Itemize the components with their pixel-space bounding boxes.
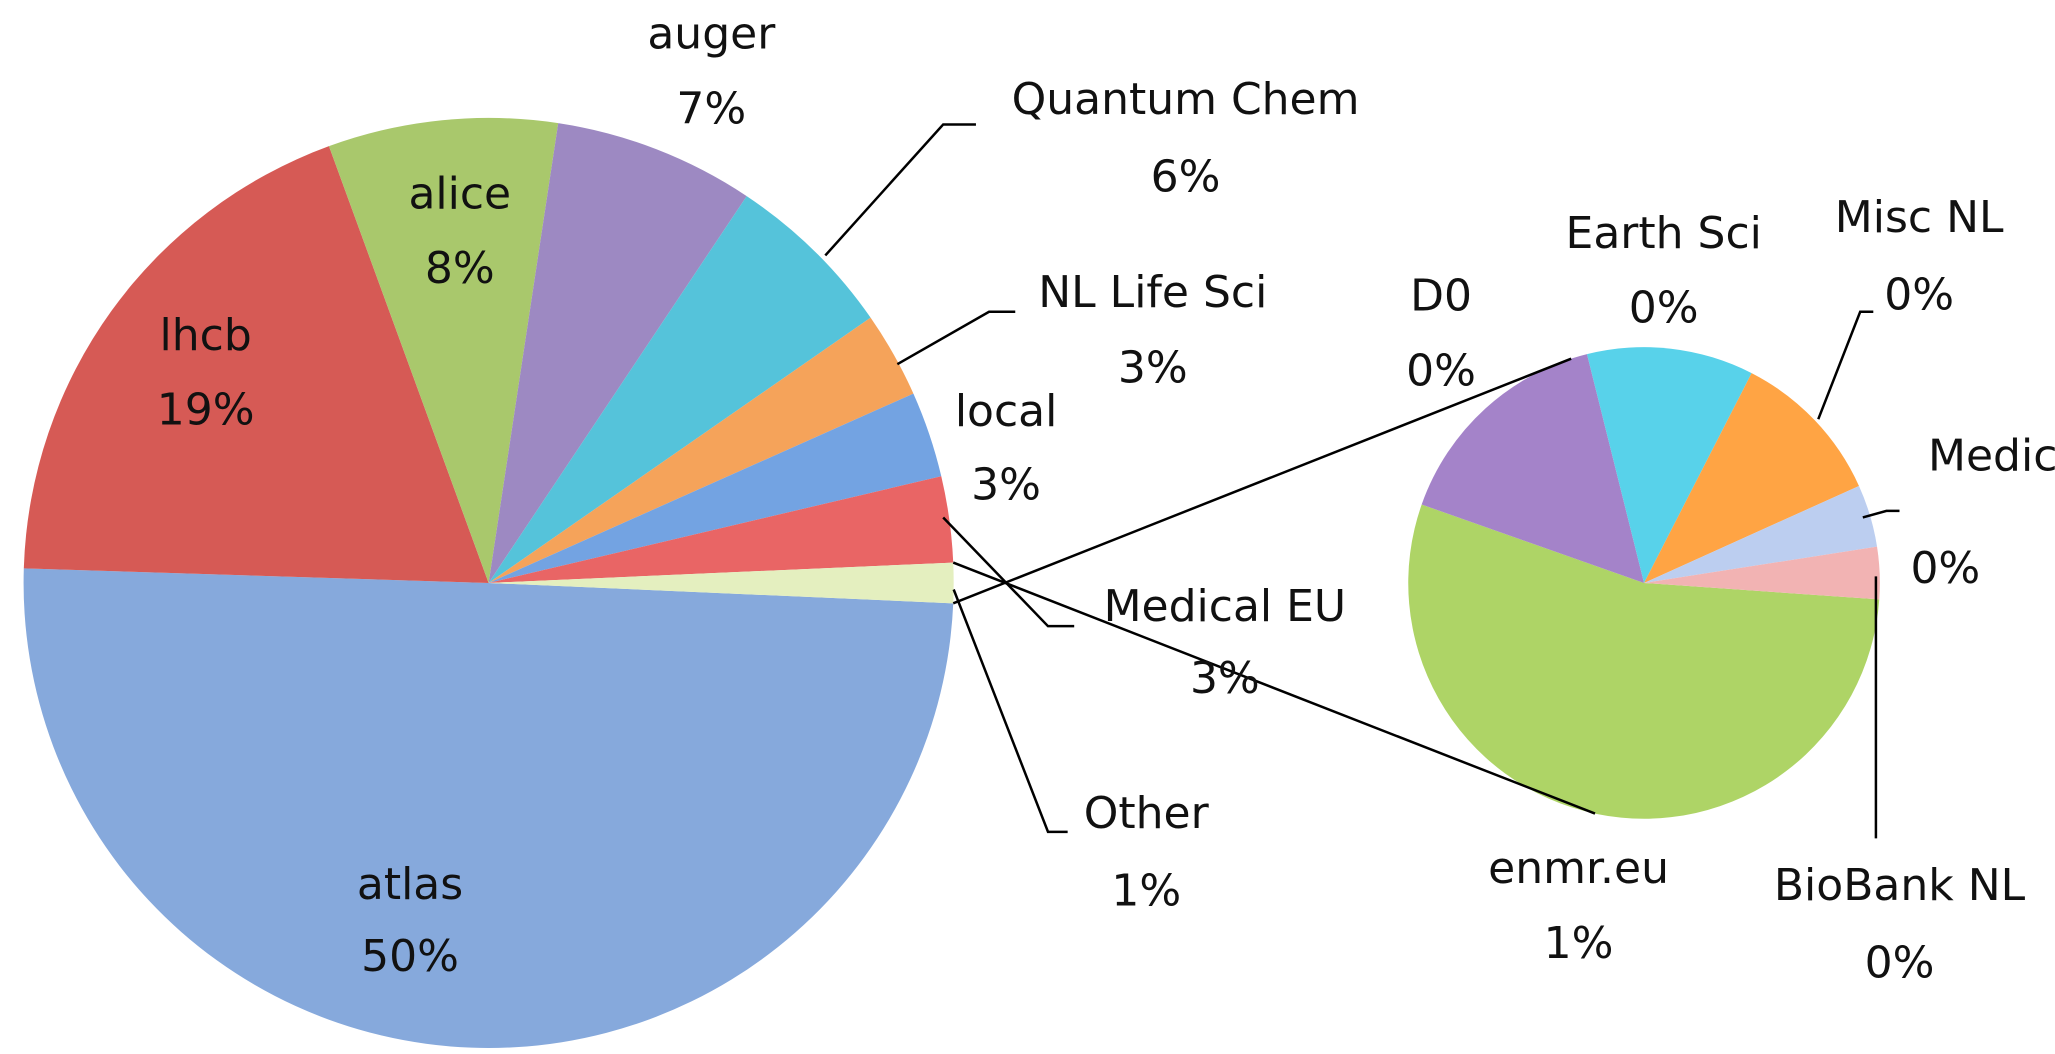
pie-slice bbox=[1644, 373, 1859, 583]
category-label: Earth Sci bbox=[1566, 208, 1762, 259]
category-label: Medical EU bbox=[1104, 581, 1347, 632]
value-label: 8% bbox=[425, 243, 495, 294]
category-label: D0 bbox=[1410, 271, 1472, 322]
value-label: 3% bbox=[971, 459, 1041, 510]
category-label: lhcb bbox=[160, 310, 252, 361]
pie-slice bbox=[488, 196, 871, 583]
pie-slice bbox=[488, 562, 954, 604]
value-label: 7% bbox=[676, 83, 746, 134]
value-label: 1% bbox=[1544, 918, 1614, 969]
leader-line bbox=[896, 310, 1016, 366]
category-label: local bbox=[955, 386, 1058, 437]
leader-line bbox=[824, 123, 976, 257]
value-label: 3% bbox=[1118, 343, 1188, 394]
value-label: 0% bbox=[1406, 345, 1476, 396]
category-label: BioBank NL bbox=[1774, 860, 2026, 911]
value-label: 0% bbox=[1910, 543, 1980, 594]
pie-slice bbox=[1587, 347, 1752, 583]
value-label: 0% bbox=[1629, 282, 1699, 333]
connector-line bbox=[952, 357, 1572, 605]
value-label: 3% bbox=[1190, 653, 1260, 704]
pie-slice bbox=[328, 117, 559, 583]
leader-line bbox=[1817, 310, 1874, 420]
connector-line bbox=[952, 561, 1596, 815]
category-label: auger bbox=[647, 9, 776, 60]
pie-slice bbox=[1644, 546, 1880, 600]
pie-slice bbox=[1421, 354, 1645, 583]
pie-slice bbox=[23, 568, 954, 1049]
pie-slice bbox=[488, 393, 942, 583]
leader-line bbox=[942, 516, 1075, 628]
value-label: 19% bbox=[157, 385, 255, 436]
category-label: Misc NL bbox=[1835, 192, 2004, 243]
value-label: 6% bbox=[1151, 151, 1221, 202]
category-label: enmr.eu bbox=[1488, 843, 1669, 894]
leader-line bbox=[1862, 509, 1900, 519]
category-label: alice bbox=[408, 169, 511, 220]
value-label: 50% bbox=[361, 931, 459, 982]
value-label: 0% bbox=[1884, 269, 1954, 320]
category-label: Medical NL bbox=[1928, 431, 2055, 482]
pie-slice bbox=[488, 476, 954, 583]
pie-slice bbox=[23, 146, 489, 583]
pie-slice bbox=[488, 317, 914, 583]
category-label: atlas bbox=[357, 859, 463, 910]
category-label: NL Life Sci bbox=[1038, 267, 1267, 318]
value-label: 1% bbox=[1111, 865, 1181, 916]
pie-slice bbox=[488, 123, 747, 583]
value-label: 0% bbox=[1865, 937, 1935, 988]
pie-slice bbox=[1408, 504, 1880, 819]
pie-slice bbox=[1644, 485, 1878, 583]
category-label: Quantum Chem bbox=[1012, 74, 1360, 125]
leader-line bbox=[952, 589, 1068, 834]
category-label: Other bbox=[1084, 788, 1210, 839]
